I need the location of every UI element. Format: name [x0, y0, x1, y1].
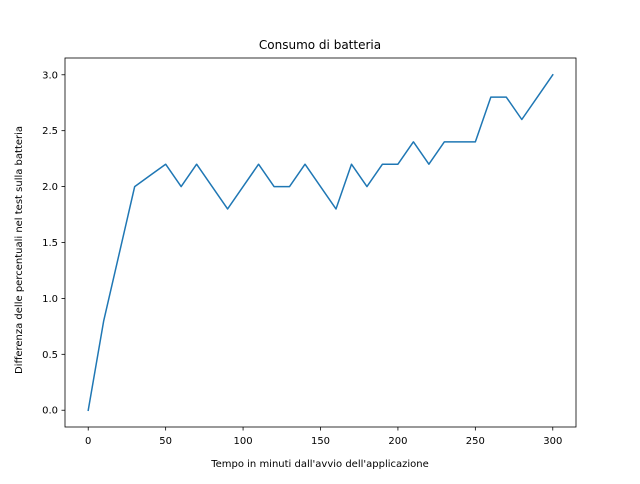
x-tick-label: 50: [159, 436, 172, 447]
y-tick-label: 2.5: [42, 126, 58, 137]
y-tick-label: 1.0: [42, 294, 58, 305]
x-tick-label: 300: [543, 436, 562, 447]
y-tick-label: 1.5: [42, 238, 58, 249]
x-tick-label: 100: [234, 436, 253, 447]
y-tick-label: 3.0: [42, 70, 58, 81]
chart-title: Consumo di batteria: [259, 38, 381, 52]
y-axis-label: Differenza delle percentuali nel test su…: [14, 126, 25, 374]
y-tick-label: 2.0: [42, 182, 58, 193]
x-tick-label: 200: [388, 436, 407, 447]
x-tick-label: 150: [311, 436, 330, 447]
y-tick-label: 0.0: [42, 406, 58, 417]
plot-area: 0 50 100 150 200 250 300 0.0 0.5 1.0 1.5 2.0 2.5 3.0: [42, 57, 577, 447]
x-tick-label: 0: [85, 436, 91, 447]
series-line-0: [87, 73, 554, 412]
y-tick-label: 0.5: [42, 350, 58, 361]
x-tick-label: 250: [466, 436, 485, 447]
x-axis-label: Tempo in minuti dall'avvio dell'applicaz…: [210, 459, 429, 470]
